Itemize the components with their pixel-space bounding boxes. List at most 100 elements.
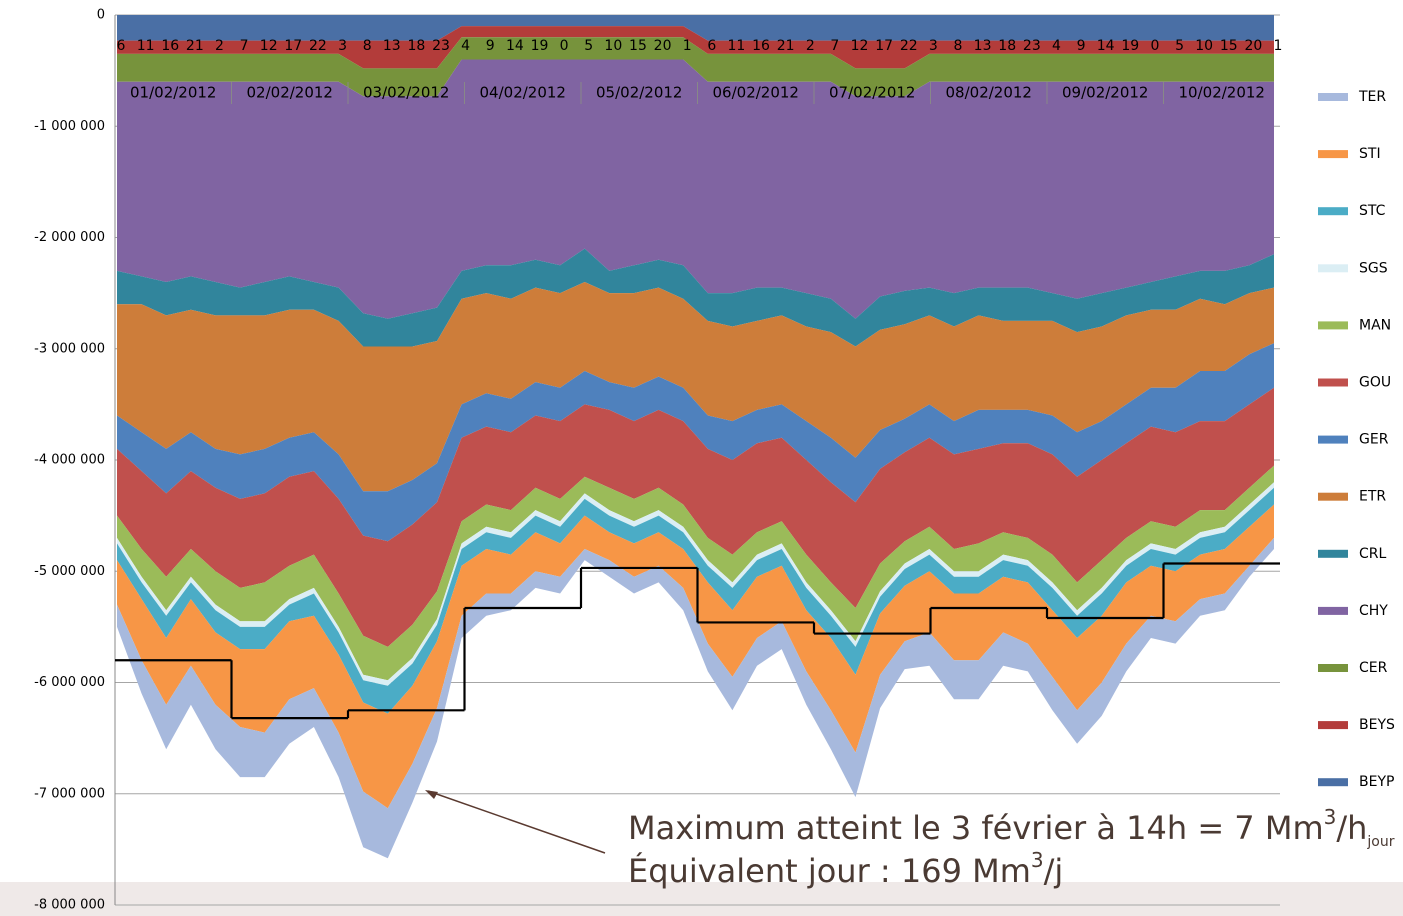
date-label: 04/02/2012 xyxy=(480,84,566,102)
date-label: 03/02/2012 xyxy=(363,84,449,102)
x-tick-label: 4 xyxy=(461,38,470,54)
area-cer xyxy=(117,37,1274,97)
legend-label: GOU xyxy=(1359,375,1391,391)
legend-swatch xyxy=(1318,778,1348,787)
x-tick-label: 7 xyxy=(830,38,839,54)
x-tick-label: 4 xyxy=(1052,38,1061,54)
x-tick-label: 11 xyxy=(137,38,155,54)
annotation-unit: /j xyxy=(1044,852,1064,890)
area-ter xyxy=(117,537,1274,859)
x-tick-label: 1 xyxy=(683,38,692,54)
legend-label: SGS xyxy=(1359,260,1388,276)
x-tick-label: 7 xyxy=(240,38,249,54)
date-label: 09/02/2012 xyxy=(1062,84,1148,102)
legend-swatch xyxy=(1318,321,1348,330)
x-tick-label: 18 xyxy=(998,38,1016,54)
x-tick-label: 10 xyxy=(604,38,622,54)
x-tick-label: 15 xyxy=(1220,38,1238,54)
legend-label: CER xyxy=(1359,660,1388,676)
x-tick-label: 0 xyxy=(1150,38,1159,54)
legend-label: GER xyxy=(1359,432,1389,448)
x-tick-label: 14 xyxy=(1097,38,1115,54)
x-tick-label: 1 xyxy=(1274,38,1283,54)
area-beyp xyxy=(117,15,1274,41)
area-sti xyxy=(117,504,1274,809)
legend-label: CHY xyxy=(1359,603,1388,619)
x-tick-label: 16 xyxy=(752,38,770,54)
area-crl xyxy=(117,248,1274,347)
x-tick-label: 5 xyxy=(584,38,593,54)
legend-swatch xyxy=(1318,264,1348,273)
legend-label: MAN xyxy=(1359,317,1391,333)
legend-label: CRL xyxy=(1359,546,1387,562)
x-tick-label: 23 xyxy=(1023,38,1041,54)
annotation-arrow xyxy=(427,790,606,854)
x-tick-label: 19 xyxy=(531,38,549,54)
legend-swatch xyxy=(1318,150,1348,159)
annotation-line2: Équivalent jour : 169 Mm3/j xyxy=(628,848,1063,891)
y-tick-label: -2 000 000 xyxy=(34,230,105,245)
y-tick-label: -8 000 000 xyxy=(34,898,105,913)
y-tick-label: -6 000 000 xyxy=(34,675,105,690)
x-tick-label: 9 xyxy=(1077,38,1086,54)
x-tick-label: 8 xyxy=(363,38,372,54)
x-tick-label: 17 xyxy=(875,38,893,54)
x-tick-label: 18 xyxy=(407,38,425,54)
x-tick-label: 0 xyxy=(560,38,569,54)
y-tick-label: -3 000 000 xyxy=(34,341,105,356)
x-tick-label: 12 xyxy=(260,38,278,54)
x-tick-label: 17 xyxy=(284,38,302,54)
date-label: 06/02/2012 xyxy=(713,84,799,102)
y-tick-label: -1 000 000 xyxy=(34,119,105,134)
legend-swatch xyxy=(1318,664,1348,672)
x-tick-label: 13 xyxy=(974,38,992,54)
legend-label: STI xyxy=(1359,146,1381,162)
annotation-unit: /h xyxy=(1336,809,1367,847)
legend-swatch xyxy=(1318,435,1348,444)
x-tick-label: 21 xyxy=(777,38,795,54)
annotation-arrowhead xyxy=(425,790,438,799)
legend-label: STC xyxy=(1359,203,1386,219)
date-label: 05/02/2012 xyxy=(596,84,682,102)
x-tick-label: 11 xyxy=(728,38,746,54)
x-tick-label: 2 xyxy=(806,38,815,54)
x-tick-label: 20 xyxy=(654,38,672,54)
area-ger xyxy=(117,343,1274,542)
area-gou xyxy=(117,387,1274,647)
x-tick-label: 16 xyxy=(161,38,179,54)
annotation-sub: jour xyxy=(1366,834,1394,850)
x-tick-label: 9 xyxy=(486,38,495,54)
x-tick-label: 14 xyxy=(506,38,524,54)
legend-label: TER xyxy=(1358,89,1386,105)
footer-band xyxy=(0,882,1403,916)
annotation-text: Maximum atteint le 3 février à 14h = 7 M… xyxy=(628,809,1324,847)
legend-swatch xyxy=(1318,606,1348,615)
x-tick-label: 22 xyxy=(309,38,327,54)
x-tick-label: 21 xyxy=(186,38,204,54)
x-tick-label: 6 xyxy=(707,38,716,54)
x-tick-label: 3 xyxy=(929,38,938,54)
legend-label: BEYP xyxy=(1359,774,1394,790)
legend-swatch xyxy=(1318,378,1348,387)
date-label: 01/02/2012 xyxy=(130,84,216,102)
legend-label: BEYS xyxy=(1359,717,1395,733)
x-tick-label: 13 xyxy=(383,38,401,54)
plot-area: 6 11 16 21 2 7 12 17 22 3 8 13 18 23 4 9 14 19 0 5 10 15 20 1 6 1… xyxy=(114,14,1283,906)
x-tick-label: 3 xyxy=(338,38,347,54)
x-tick-label: 10 xyxy=(1195,38,1213,54)
annotation-sup: 3 xyxy=(1324,805,1337,829)
annotation-text: Équivalent jour : 169 Mm xyxy=(628,852,1031,890)
area-etr xyxy=(117,282,1274,492)
x-tick-label: 6 xyxy=(117,38,126,54)
x-tick-label: 8 xyxy=(954,38,963,54)
x-tick-label: 22 xyxy=(900,38,918,54)
legend-swatch xyxy=(1318,549,1348,558)
area-beys xyxy=(117,26,1274,69)
x-tick-label: 20 xyxy=(1244,38,1262,54)
x-tick-label: 15 xyxy=(629,38,647,54)
y-tick-label: 0 xyxy=(97,8,105,23)
annotation-line1: Maximum atteint le 3 février à 14h = 7 M… xyxy=(628,805,1395,851)
legend-swatch xyxy=(1318,207,1348,216)
area-man xyxy=(117,465,1274,681)
